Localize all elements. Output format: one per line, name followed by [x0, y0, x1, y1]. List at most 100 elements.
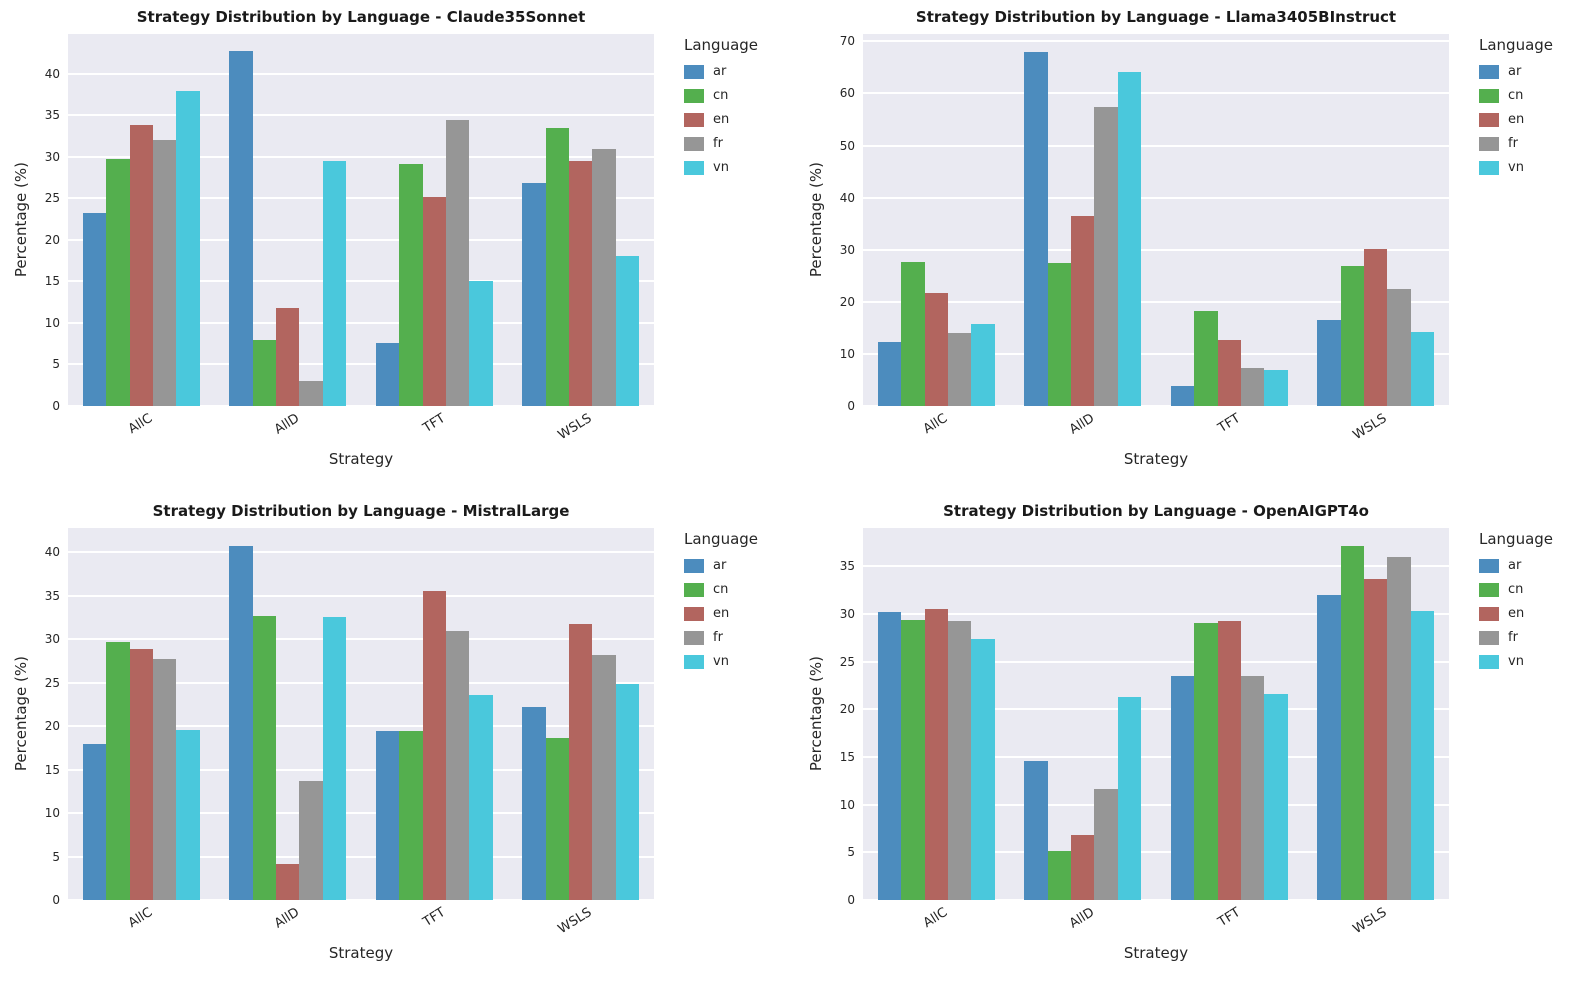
x-axis-ticks: AllC AllD TFT WSLS [863, 406, 1449, 450]
y-tick-label: 40 [44, 545, 60, 560]
y-tick-label: 5 [52, 849, 60, 864]
x-tick-label: AllC [920, 411, 951, 438]
y-tick-label: 0 [847, 893, 855, 907]
bar-alld-ar [229, 51, 253, 406]
y-axis-ticks: 0 5 10 15 20 25 30 35 40 [32, 528, 68, 906]
y-tick-label: 20 [44, 719, 60, 734]
bar-alld-fr [1094, 106, 1118, 406]
x-axis-ticks: AllC AllD TFT WSLS [863, 900, 1449, 944]
chart-title: Strategy Distribution by Language - Clau… [136, 8, 586, 26]
legend: Language ar cn en fr vn [1479, 502, 1589, 989]
legend-label: cn [713, 88, 729, 103]
legend-title: Language [684, 36, 759, 54]
gridline [68, 197, 654, 200]
y-tick-label: 30 [839, 606, 855, 621]
bar-alld-fr [1094, 789, 1118, 900]
legend-swatch-fr [684, 136, 704, 151]
legend-label: en [1508, 606, 1525, 621]
legend: Language ar cn en fr vn [1479, 8, 1589, 494]
bar-allc-en [129, 648, 153, 900]
bar-allc-vn [176, 729, 200, 900]
legend-item-vn: vn [684, 654, 794, 669]
gridline [68, 405, 654, 407]
x-axis-ticks: AllC AllD TFT WSLS [68, 900, 654, 944]
legend-item-cn: cn [684, 88, 794, 103]
chart-llama3405binstruct: Percentage (%) 0 10 20 30 40 50 60 70 Strategy … [795, 0, 1591, 494]
gridline [68, 681, 654, 684]
bar-alld-en [1071, 216, 1095, 406]
legend-swatch-ar [684, 64, 704, 79]
bar-alld-cn [1047, 851, 1072, 900]
legend-title: Language [1479, 530, 1554, 548]
gridline [863, 40, 1449, 43]
bar-wsls-en [569, 161, 593, 406]
bar-tft-fr [1240, 675, 1265, 900]
bar-wsls-ar [522, 183, 546, 406]
x-axis-ticks: AllC AllD TFT WSLS [68, 406, 654, 450]
bar-wsls-ar [522, 707, 546, 900]
gridline [68, 725, 654, 728]
legend-item-fr: fr [1479, 136, 1589, 151]
y-tick-label: 30 [44, 632, 60, 647]
plot-area [863, 528, 1449, 901]
gridline [68, 855, 654, 858]
legend-title: Language [1479, 36, 1554, 54]
y-tick-label: 5 [847, 845, 855, 860]
legend-label: en [1508, 112, 1525, 127]
bar-tft-en [1217, 340, 1241, 406]
legend-item-ar: ar [1479, 558, 1589, 573]
bar-allc-cn [901, 262, 925, 406]
bar-wsls-cn [1340, 546, 1365, 900]
gridline [863, 755, 1449, 758]
chart-title: Strategy Distribution by Language - Mist… [152, 502, 570, 520]
y-tick-label: 30 [839, 242, 855, 257]
x-tick-label: WSLS [1350, 905, 1390, 938]
legend-label: ar [1508, 64, 1522, 79]
gridline [863, 660, 1449, 663]
y-tick-label: 30 [44, 149, 60, 164]
gridline [863, 92, 1449, 95]
bar-alld-en [1071, 835, 1095, 900]
y-tick-label: 15 [839, 749, 855, 764]
bar-tft-en [422, 196, 446, 406]
y-axis-ticks: 0 10 20 30 40 50 60 70 [827, 34, 863, 412]
y-tick-label: 35 [839, 559, 855, 574]
gridline [68, 238, 654, 241]
legend-label: vn [1508, 160, 1524, 175]
bar-alld-vn [322, 161, 347, 406]
bar-tft-cn [399, 163, 423, 406]
plot-area [68, 528, 654, 901]
bar-wsls-en [1364, 578, 1388, 900]
bar-allc-en [924, 293, 948, 406]
legend-label: cn [1508, 88, 1524, 103]
gridline [863, 300, 1449, 303]
legend-label: vn [713, 160, 729, 175]
x-tick-label: TFT [1215, 905, 1244, 930]
legend-item-ar: ar [684, 64, 794, 79]
legend-item-fr: fr [1479, 630, 1589, 645]
bar-allc-cn [901, 619, 925, 900]
legend-item-en: en [684, 606, 794, 621]
legend-label: ar [713, 558, 727, 573]
bar-allc-vn [176, 91, 200, 406]
legend-label: en [713, 606, 730, 621]
bar-allc-fr [152, 140, 177, 406]
bar-alld-cn [252, 340, 277, 406]
y-tick-label: 5 [52, 357, 60, 372]
gridline [68, 594, 654, 597]
y-tick-label: 25 [44, 191, 60, 206]
bar-allc-en [924, 609, 948, 900]
gridline [863, 899, 1449, 901]
y-axis-label: Percentage (%) [12, 162, 30, 278]
legend-swatch-fr [1479, 630, 1499, 645]
legend-item-en: en [684, 112, 794, 127]
gridline [863, 612, 1449, 615]
bar-tft-vn [469, 281, 493, 406]
legend-swatch-cn [684, 88, 704, 103]
bar-alld-vn [1117, 72, 1142, 406]
bar-allc-cn [106, 641, 130, 900]
x-tick-label: AllC [125, 411, 156, 438]
bar-alld-cn [252, 615, 277, 900]
bar-tft-cn [1194, 623, 1218, 900]
